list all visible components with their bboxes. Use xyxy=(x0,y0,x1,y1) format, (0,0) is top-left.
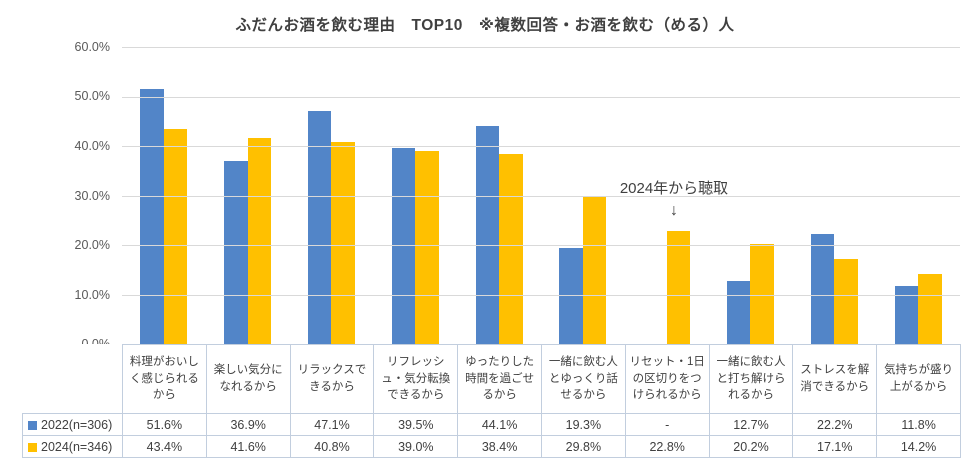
bar-2022(n=306) xyxy=(307,110,332,344)
value-cell: 44.1% xyxy=(457,413,542,436)
y-tick-label: 20.0% xyxy=(74,237,110,252)
annotation: 2024年から聴取 ↓ xyxy=(588,177,760,220)
category-header: リラックスできるから xyxy=(289,344,375,414)
legend-2022(n=306): 2022(n=306) xyxy=(22,413,123,436)
table-row: 2024(n=346) 43.4% 41.6% 40.8% 39.0% 38.4% 29.8… xyxy=(22,435,961,458)
category-header: 楽しい気分になれるから xyxy=(205,344,291,414)
bar-2022(n=306) xyxy=(475,125,500,344)
legend-label: 2024(n=346) xyxy=(41,439,113,454)
category-header: 一緒に飲む人と打ち解けられるから xyxy=(708,344,794,414)
table-corner-blank xyxy=(23,345,123,414)
legend-swatch-icon xyxy=(28,442,37,452)
gridline xyxy=(122,146,960,147)
y-tick-label: 60.0% xyxy=(74,40,110,54)
bar-groups xyxy=(122,47,960,344)
value-cell: 14.2% xyxy=(876,435,961,458)
bar-2022(n=306) xyxy=(726,281,751,344)
category-header: リセット・1日の区切りをつけられるから xyxy=(624,344,710,414)
category-header: 一緒に飲む人とゆっくり話せるから xyxy=(540,344,626,414)
value-cell: 17.1% xyxy=(792,435,878,458)
category-header: リフレッシュ・気分転換できるから xyxy=(373,344,459,414)
value-cell: 11.8% xyxy=(876,413,961,436)
gridline xyxy=(122,96,960,98)
y-axis: 60.0%50.0%40.0%30.0%20.0%10.0%0.0% xyxy=(0,40,110,351)
gridline xyxy=(122,245,960,246)
value-cell: 22.8% xyxy=(624,435,710,458)
gridline xyxy=(122,294,960,296)
y-tick-label: 50.0% xyxy=(74,89,110,104)
value-cell: 47.1% xyxy=(289,413,375,436)
down-arrow-icon: ↓ xyxy=(670,202,678,219)
category-header: 料理がおいしく感じられるから xyxy=(122,344,207,414)
bar-2022(n=306) xyxy=(810,234,835,344)
value-cell: 36.9% xyxy=(205,413,291,436)
chart-title: ふだんお酒を飲む理由 TOP10 ※複数回答・お酒を飲む（める）人 xyxy=(235,17,735,34)
value-cell: 39.0% xyxy=(373,435,459,458)
bar-2024(n=346) xyxy=(582,196,607,344)
plot-area: 2024年から聴取 ↓ xyxy=(122,47,960,344)
bar-group xyxy=(792,47,876,344)
legend-label: 2022(n=306) xyxy=(41,417,113,432)
bar-2024(n=346) xyxy=(834,259,858,344)
bar-group xyxy=(625,47,709,344)
bar-2024(n=346) xyxy=(415,150,439,344)
table-row: 2022(n=306) 51.6% 36.9% 47.1% 39.5% 44.1% 19.3… xyxy=(22,413,961,436)
bar-group xyxy=(122,47,206,344)
y-tick-label: 40.0% xyxy=(74,138,110,153)
value-cell: 43.4% xyxy=(122,435,207,458)
legend-2024(n=346): 2024(n=346) xyxy=(22,435,123,458)
table-header-row: 料理がおいしく感じられるから 楽しい気分になれるから リラックスできるから リフレッシ… xyxy=(23,344,961,414)
bar-2024(n=346) xyxy=(666,231,691,344)
category-header: ゆったりした時間を過ごせるから xyxy=(457,344,542,414)
bar-2024(n=346) xyxy=(499,153,523,344)
bar-group xyxy=(290,47,374,344)
category-header: ストレスを解消できるから xyxy=(792,344,878,414)
value-cell: 40.8% xyxy=(289,435,375,458)
bar-group xyxy=(876,47,960,344)
value-cell: 39.5% xyxy=(373,413,459,436)
value-cell: 22.2% xyxy=(792,413,878,436)
gridline xyxy=(122,47,960,48)
bar-2024(n=346) xyxy=(247,138,272,344)
bar-2022(n=306) xyxy=(894,285,919,344)
bar-2024(n=346) xyxy=(331,142,355,344)
bar-2022(n=306) xyxy=(391,148,416,344)
bar-2024(n=346) xyxy=(918,273,942,344)
value-cell: 19.3% xyxy=(540,413,626,436)
y-tick-label: 10.0% xyxy=(74,287,110,302)
data-table: 料理がおいしく感じられるから 楽しい気分になれるから リラックスできるから リフレッシ… xyxy=(22,344,961,458)
bar-group xyxy=(541,47,625,344)
bar-2024(n=346) xyxy=(750,244,774,344)
annotation-text: 2024年から聴取 xyxy=(619,180,729,197)
bar-2022(n=306) xyxy=(559,248,583,344)
y-tick-label: 30.0% xyxy=(74,188,110,203)
bar-group xyxy=(457,47,541,344)
bar-2022(n=306) xyxy=(224,161,248,344)
value-cell: 41.6% xyxy=(205,435,291,458)
value-cell: 29.8% xyxy=(540,435,626,458)
value-cell: 20.2% xyxy=(708,435,794,458)
value-cell: 38.4% xyxy=(457,435,542,458)
value-cell: - xyxy=(624,413,710,436)
bar-group xyxy=(709,47,793,344)
table-body: 料理がおいしく感じられるから 楽しい気分になれるから リラックスできるから リフレッシ… xyxy=(22,344,961,458)
bar-group xyxy=(206,47,290,344)
category-header: 気持ちが盛り上がるから xyxy=(876,344,961,414)
bar-2022(n=306) xyxy=(140,88,164,344)
gridline xyxy=(122,195,960,197)
value-cell: 12.7% xyxy=(708,413,794,436)
value-cell: 51.6% xyxy=(122,413,207,436)
legend-swatch-icon xyxy=(28,420,37,430)
bar-2024(n=346) xyxy=(163,129,188,344)
